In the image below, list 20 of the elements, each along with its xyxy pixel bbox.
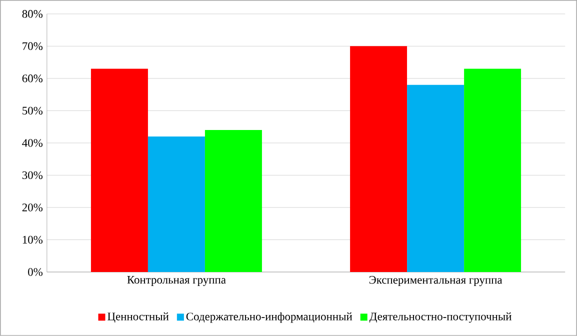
y-tick-label: 50%: [22, 106, 43, 115]
bar: [350, 46, 408, 272]
y-tick-label: 70%: [22, 42, 43, 50]
legend-label: Деятельностно-поступочный: [369, 312, 512, 323]
legend-label: Ценностный: [108, 312, 169, 323]
y-tick-label: 0%: [28, 268, 43, 276]
y-tick-label: 30%: [22, 171, 43, 180]
y-tick-label: 20%: [22, 204, 43, 212]
y-tick-label: 60%: [22, 74, 43, 82]
bar: [407, 84, 464, 272]
y-tick-label: 10%: [22, 236, 43, 244]
bar: [204, 130, 262, 272]
legend-label: Содержательно-информационный: [186, 312, 352, 323]
x-tick-label: Экспериментальная группа: [369, 276, 502, 286]
y-tick-label: 80%: [22, 10, 43, 18]
x-tick-label: Контрольная группа: [127, 276, 226, 286]
bar: [90, 68, 148, 272]
bar: [148, 136, 205, 272]
bar: [464, 68, 522, 272]
y-tick-label: 40%: [22, 139, 43, 147]
